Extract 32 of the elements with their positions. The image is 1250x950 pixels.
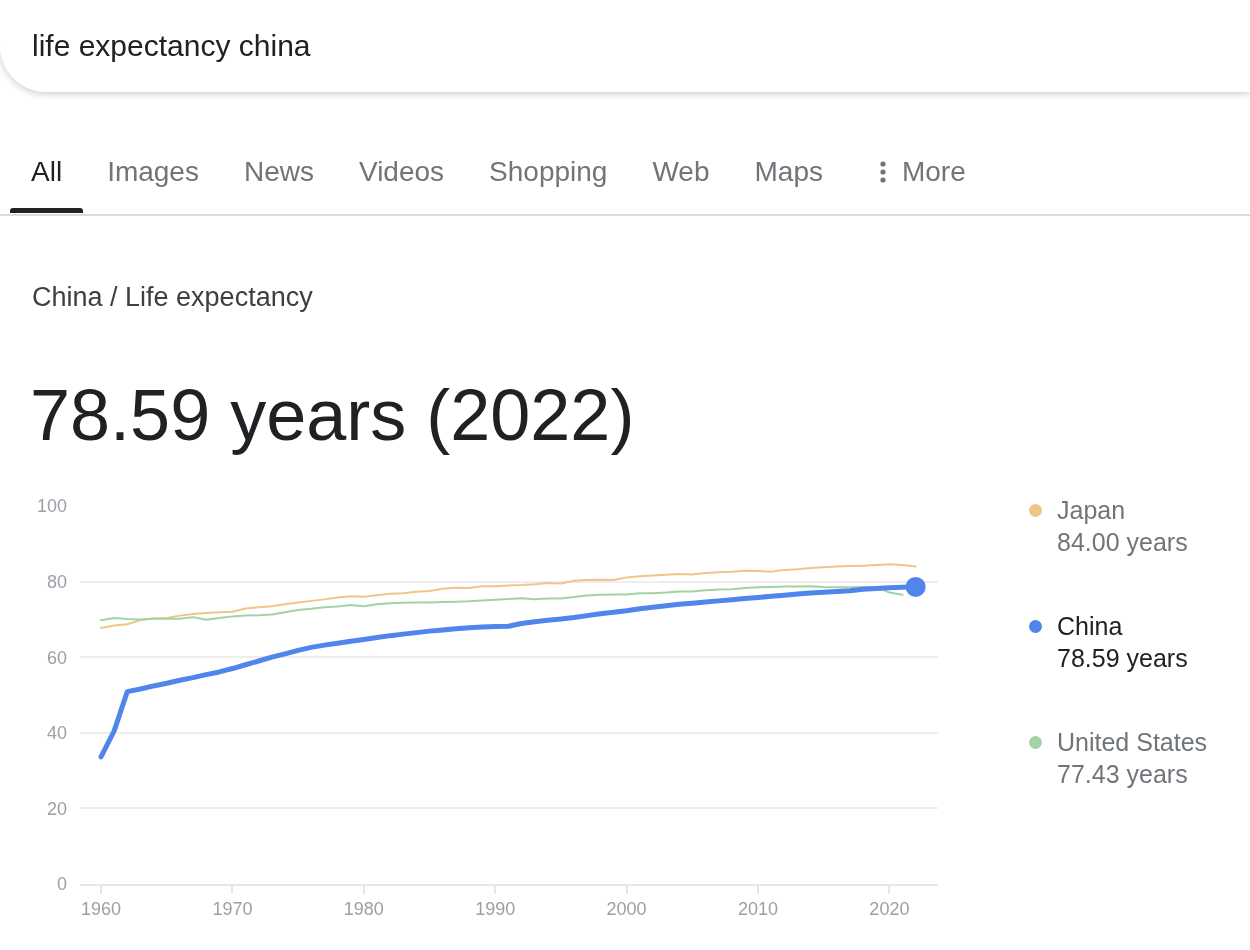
text: Shopping (489, 155, 608, 189)
y-tick-label: 40 (46, 723, 67, 744)
y-tick-label: 60 (46, 647, 67, 668)
text: More (901, 155, 966, 189)
legend-label: China (1057, 611, 1124, 642)
text: All (31, 155, 63, 189)
text: Web (652, 155, 710, 189)
legend-label: United States (1057, 727, 1208, 758)
chart-subtitle: China / Life expectancy (32, 281, 313, 314)
text: Images (107, 155, 199, 189)
x-tick-label: 2010 (737, 899, 779, 920)
text: Maps (754, 155, 823, 189)
y-tick-label: 20 (46, 798, 67, 819)
text: Videos (358, 155, 445, 189)
text: 78.59 years (1057, 643, 1189, 674)
x-tick-label: 2000 (606, 899, 647, 920)
y-tick-label: 80 (46, 571, 67, 592)
x-tick-label: 1990 (475, 899, 516, 920)
chart-title: 78.59 years (2022) (30, 374, 635, 457)
text: News (243, 155, 314, 189)
legend-label: Japan (1057, 495, 1127, 526)
search-field: life expectancy china (0, 0, 1250, 92)
y-tick-label: 0 (56, 874, 67, 895)
x-tick-label: 1980 (343, 899, 384, 920)
x-tick-label: 1960 (81, 899, 122, 920)
line-series (100, 585, 904, 622)
text: 84.00 years (1057, 527, 1189, 558)
x-tick-label: 2020 (869, 899, 910, 920)
y-tick-label: 100 (36, 496, 67, 517)
x-tick-label: 1970 (212, 899, 253, 920)
line-series (100, 563, 917, 630)
text: 77.43 years (1057, 759, 1189, 790)
